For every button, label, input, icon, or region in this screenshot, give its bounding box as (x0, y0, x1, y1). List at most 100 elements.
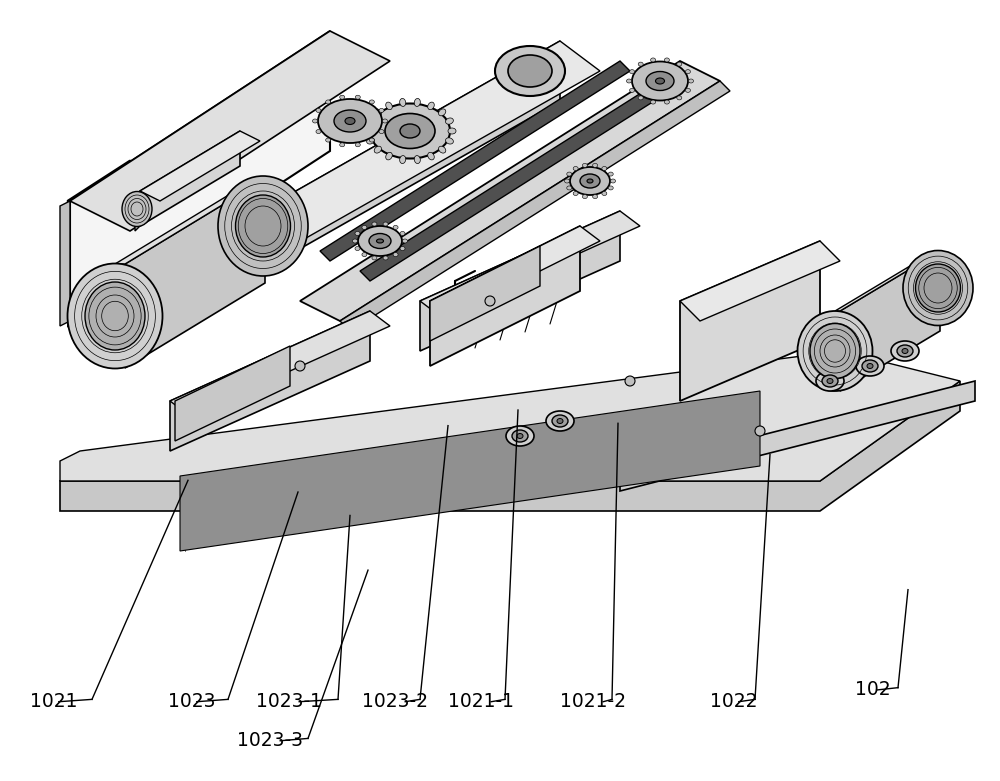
Circle shape (295, 361, 305, 371)
Polygon shape (430, 226, 600, 316)
Ellipse shape (362, 226, 367, 230)
Ellipse shape (369, 100, 374, 104)
Polygon shape (170, 311, 370, 451)
Ellipse shape (570, 167, 610, 195)
Ellipse shape (656, 78, 664, 84)
Ellipse shape (355, 143, 360, 147)
Ellipse shape (379, 109, 384, 112)
Ellipse shape (677, 96, 682, 100)
Ellipse shape (316, 130, 321, 134)
Ellipse shape (508, 55, 552, 87)
Polygon shape (70, 31, 390, 231)
Ellipse shape (386, 102, 392, 109)
Ellipse shape (369, 138, 374, 142)
Ellipse shape (85, 282, 145, 350)
Ellipse shape (903, 251, 973, 326)
Ellipse shape (400, 247, 405, 251)
Ellipse shape (376, 239, 384, 243)
Ellipse shape (688, 79, 694, 83)
Ellipse shape (446, 137, 453, 144)
Polygon shape (180, 391, 760, 551)
Ellipse shape (68, 263, 162, 369)
Ellipse shape (334, 110, 366, 132)
Ellipse shape (446, 118, 453, 124)
Ellipse shape (400, 98, 406, 106)
Ellipse shape (402, 239, 408, 243)
Ellipse shape (798, 311, 872, 391)
Ellipse shape (608, 172, 613, 176)
Ellipse shape (567, 172, 572, 176)
Ellipse shape (495, 46, 565, 96)
Ellipse shape (685, 70, 690, 73)
Polygon shape (60, 381, 960, 511)
Polygon shape (140, 131, 260, 201)
Polygon shape (320, 61, 630, 261)
Polygon shape (120, 41, 600, 321)
Polygon shape (620, 381, 975, 491)
Ellipse shape (428, 102, 434, 109)
Ellipse shape (382, 119, 388, 123)
Polygon shape (60, 351, 960, 481)
Ellipse shape (340, 143, 345, 147)
Ellipse shape (316, 109, 321, 112)
Polygon shape (120, 41, 560, 351)
Ellipse shape (236, 195, 290, 257)
Ellipse shape (340, 95, 345, 99)
Ellipse shape (374, 146, 381, 153)
Polygon shape (360, 81, 670, 281)
Ellipse shape (632, 62, 688, 101)
Ellipse shape (393, 252, 398, 257)
Polygon shape (125, 179, 265, 368)
Polygon shape (60, 201, 70, 326)
Polygon shape (430, 246, 540, 341)
Ellipse shape (602, 166, 607, 170)
Ellipse shape (685, 88, 690, 92)
Ellipse shape (428, 152, 434, 160)
Polygon shape (70, 31, 330, 321)
Text: 102: 102 (855, 680, 891, 699)
Ellipse shape (651, 58, 656, 62)
Ellipse shape (602, 191, 607, 195)
Ellipse shape (383, 256, 388, 260)
Ellipse shape (573, 191, 578, 195)
Circle shape (485, 296, 495, 306)
Ellipse shape (369, 234, 391, 248)
Ellipse shape (358, 226, 402, 256)
Ellipse shape (546, 411, 574, 431)
Ellipse shape (593, 163, 598, 167)
Ellipse shape (372, 256, 377, 260)
Ellipse shape (630, 88, 635, 92)
Ellipse shape (364, 128, 372, 134)
Ellipse shape (564, 179, 570, 183)
Polygon shape (300, 61, 720, 321)
Ellipse shape (651, 100, 656, 104)
Text: 1022: 1022 (710, 692, 758, 711)
Ellipse shape (638, 96, 643, 100)
Ellipse shape (630, 70, 635, 73)
Ellipse shape (326, 100, 331, 104)
Ellipse shape (638, 62, 643, 66)
Text: 1021: 1021 (30, 692, 78, 711)
Ellipse shape (448, 128, 456, 134)
Ellipse shape (386, 152, 392, 160)
Ellipse shape (400, 231, 405, 235)
Polygon shape (140, 131, 240, 226)
Polygon shape (680, 241, 840, 321)
Ellipse shape (414, 155, 420, 163)
Ellipse shape (439, 109, 446, 116)
Ellipse shape (646, 72, 674, 91)
Ellipse shape (891, 341, 919, 361)
Polygon shape (170, 311, 390, 416)
Circle shape (755, 426, 765, 436)
Polygon shape (420, 211, 620, 351)
Ellipse shape (374, 109, 381, 116)
Ellipse shape (557, 419, 563, 423)
Ellipse shape (367, 137, 374, 144)
Text: 1021-2: 1021-2 (560, 692, 626, 711)
Ellipse shape (367, 118, 374, 124)
Polygon shape (840, 251, 940, 391)
Ellipse shape (626, 79, 632, 83)
Ellipse shape (587, 179, 593, 183)
Ellipse shape (393, 226, 398, 230)
Polygon shape (835, 251, 940, 311)
